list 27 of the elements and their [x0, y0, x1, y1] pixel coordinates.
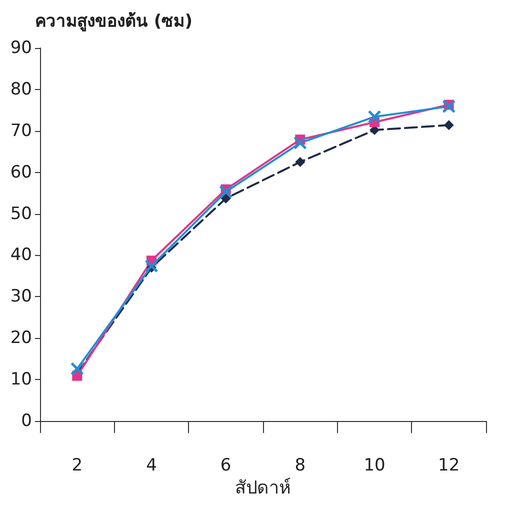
y-tick-label: 80: [10, 79, 32, 100]
x-tick-label: 12: [438, 456, 460, 476]
y-tick-label: 0: [21, 411, 32, 431]
x-tick-label: 8: [294, 456, 306, 476]
y-axis-title: ความสูงของต้น (ซม): [35, 12, 192, 32]
point: [368, 110, 382, 124]
y-tick-label: 10: [10, 370, 32, 390]
point: [295, 156, 306, 167]
y-tick-label: 30: [10, 286, 32, 307]
point: [442, 100, 456, 114]
point: [219, 185, 233, 199]
x-tick-label: 4: [146, 456, 157, 476]
point: [220, 193, 231, 204]
y-tick-label: 50: [10, 204, 32, 224]
y-tick-label: 70: [10, 120, 32, 141]
x-axis-title: สัปดาห์: [235, 477, 291, 498]
y-tick-label: 90: [10, 38, 32, 58]
y-tick-label: 20: [10, 328, 32, 348]
point: [144, 259, 158, 273]
y-tick-label: 40: [10, 245, 32, 266]
point: [293, 136, 307, 150]
x-tick-label: 2: [72, 456, 83, 476]
x-tick-label: 6: [220, 456, 232, 476]
point: [444, 120, 454, 130]
y-tick-label: 60: [10, 162, 32, 182]
point: [70, 362, 84, 376]
x-tick-label: 10: [364, 456, 386, 476]
